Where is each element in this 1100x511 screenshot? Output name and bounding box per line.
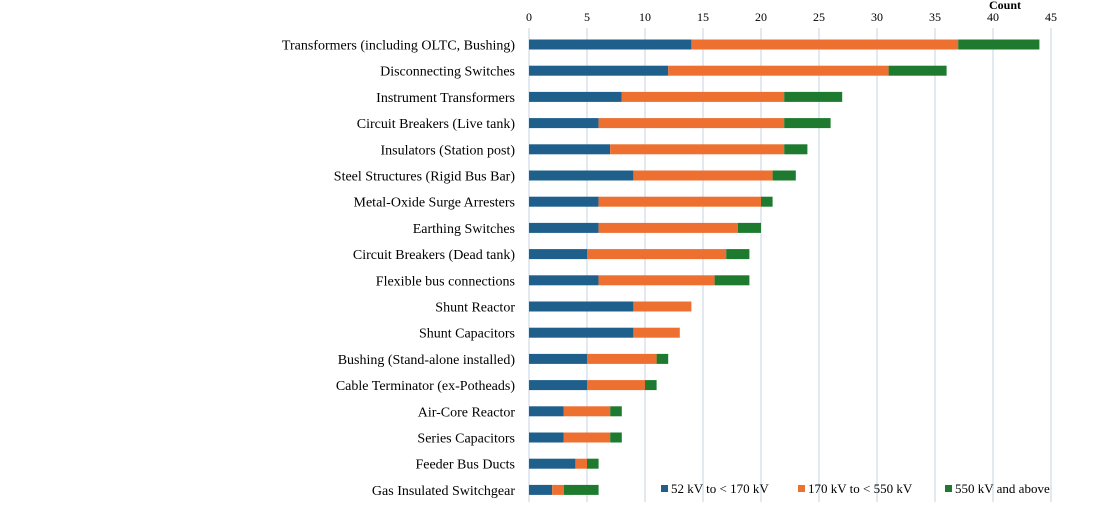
category-label: Disconnecting Switches bbox=[380, 65, 515, 80]
bar-segment-series-0 bbox=[529, 170, 634, 181]
bar-segment-series-1 bbox=[552, 484, 564, 495]
legend-swatch bbox=[798, 485, 805, 492]
bar-segment-series-0 bbox=[529, 222, 599, 233]
legend-label: 170 kV to < 550 kV bbox=[808, 481, 913, 496]
bar-segment-series-2 bbox=[958, 39, 1040, 50]
bar-segment-series-1 bbox=[563, 432, 611, 443]
bar-segment-series-0 bbox=[529, 39, 692, 50]
bar-segment-series-1 bbox=[587, 353, 657, 364]
bar-segment-series-2 bbox=[888, 65, 947, 76]
bar-segment-series-1 bbox=[575, 458, 587, 469]
bar-segment-series-0 bbox=[529, 65, 669, 76]
x-tick-label: 5 bbox=[584, 10, 590, 24]
category-label: Cable Terminator (ex-Potheads) bbox=[336, 379, 515, 394]
legend-swatch bbox=[661, 485, 668, 492]
category-label: Gas Insulated Switchgear bbox=[372, 484, 515, 499]
category-labels: Transformers (including OLTC, Bushing) Di… bbox=[282, 39, 515, 499]
bar-segment-series-1 bbox=[633, 327, 680, 338]
legend-label: 52 kV to < 170 kV bbox=[671, 481, 769, 496]
bar-segment-series-0 bbox=[529, 275, 599, 286]
bar-segment-series-0 bbox=[529, 406, 564, 417]
bar-segment-series-2 bbox=[772, 170, 796, 181]
bar-segment-series-0 bbox=[529, 118, 599, 129]
x-axis-ticks: 0 5 10 15 20 25 30 35 40 45 bbox=[526, 10, 1057, 24]
category-label: Shunt Reactor bbox=[435, 301, 515, 316]
bar-segment-series-2 bbox=[610, 432, 622, 443]
x-tick-label: 20 bbox=[755, 10, 767, 24]
category-label: Feeder Bus Ducts bbox=[415, 458, 515, 473]
x-tick-label: 30 bbox=[871, 10, 883, 24]
bar-segment-series-0 bbox=[529, 196, 599, 207]
category-label: Bushing (Stand-alone installed) bbox=[338, 353, 516, 368]
bar-segment-series-1 bbox=[598, 275, 715, 286]
x-tick-label: 15 bbox=[697, 10, 709, 24]
x-axis-title: Count bbox=[989, 0, 1021, 12]
category-label: Transformers (including OLTC, Bushing) bbox=[282, 39, 515, 54]
x-tick-label: 35 bbox=[929, 10, 941, 24]
bar-segment-series-2 bbox=[714, 275, 750, 286]
x-tick-label: 40 bbox=[987, 10, 999, 24]
category-label: Circuit Breakers (Dead tank) bbox=[353, 248, 515, 263]
category-label: Series Capacitors bbox=[417, 432, 515, 447]
bar-segment-series-0 bbox=[529, 484, 553, 495]
bar-segment-series-0 bbox=[529, 353, 587, 364]
category-label: Shunt Capacitors bbox=[419, 327, 515, 342]
bar-segment-series-2 bbox=[656, 353, 669, 364]
bar-segment-series-2 bbox=[737, 222, 761, 233]
legend-label: 550 kV and above bbox=[955, 481, 1050, 496]
bar-segment-series-2 bbox=[761, 196, 773, 207]
bar-segment-series-2 bbox=[645, 380, 657, 391]
bar-segment-series-2 bbox=[587, 458, 599, 469]
bar-segment-series-2 bbox=[726, 249, 750, 260]
bar-segment-series-0 bbox=[529, 432, 564, 443]
category-label: Earthing Switches bbox=[413, 222, 515, 237]
x-tick-label: 10 bbox=[639, 10, 651, 24]
bar-segment-series-1 bbox=[621, 91, 785, 102]
bar-segment-series-1 bbox=[598, 196, 761, 207]
bar-segment-series-0 bbox=[529, 327, 634, 338]
category-label: Instrument Transformers bbox=[376, 91, 515, 106]
bar-segment-series-1 bbox=[633, 170, 773, 181]
x-tick-label: 45 bbox=[1045, 10, 1057, 24]
x-tick-label: 25 bbox=[813, 10, 825, 24]
bar-segment-series-0 bbox=[529, 380, 587, 391]
category-label: Insulators (Station post) bbox=[380, 143, 515, 158]
bar-segment-series-0 bbox=[529, 301, 634, 312]
category-label: Steel Structures (Rigid Bus Bar) bbox=[334, 170, 516, 185]
legend: 52 kV to < 170 kV 170 kV to < 550 kV 550 k… bbox=[661, 481, 1050, 496]
bar-segment-series-1 bbox=[633, 301, 692, 312]
category-label: Flexible bus connections bbox=[376, 274, 515, 289]
category-label: Air-Core Reactor bbox=[418, 405, 516, 420]
bar-segment-series-2 bbox=[784, 91, 843, 102]
bar-segment-series-1 bbox=[587, 380, 645, 391]
legend-swatch bbox=[945, 485, 952, 492]
bar-segment-series-1 bbox=[691, 39, 959, 50]
bar-segment-series-0 bbox=[529, 91, 622, 102]
x-tick-label: 0 bbox=[526, 10, 532, 24]
bar-segment-series-0 bbox=[529, 144, 611, 155]
bar-segment-series-1 bbox=[563, 406, 611, 417]
bar-segment-series-1 bbox=[598, 118, 785, 129]
bar-segment-series-2 bbox=[563, 484, 599, 495]
bar-segment-series-2 bbox=[784, 144, 808, 155]
bar-segment-series-2 bbox=[784, 118, 831, 129]
bar-segment-series-1 bbox=[587, 249, 727, 260]
bar-segment-series-0 bbox=[529, 249, 587, 260]
bar-segment-series-0 bbox=[529, 458, 576, 469]
bar-segment-series-1 bbox=[668, 65, 889, 76]
bar-segment-series-1 bbox=[598, 222, 738, 233]
bar-segment-series-1 bbox=[610, 144, 785, 155]
category-label: Metal-Oxide Surge Arresters bbox=[354, 196, 515, 211]
bars bbox=[529, 39, 1040, 495]
grid-lines bbox=[528, 28, 1052, 502]
bar-segment-series-2 bbox=[610, 406, 622, 417]
category-label: Circuit Breakers (Live tank) bbox=[357, 117, 516, 132]
